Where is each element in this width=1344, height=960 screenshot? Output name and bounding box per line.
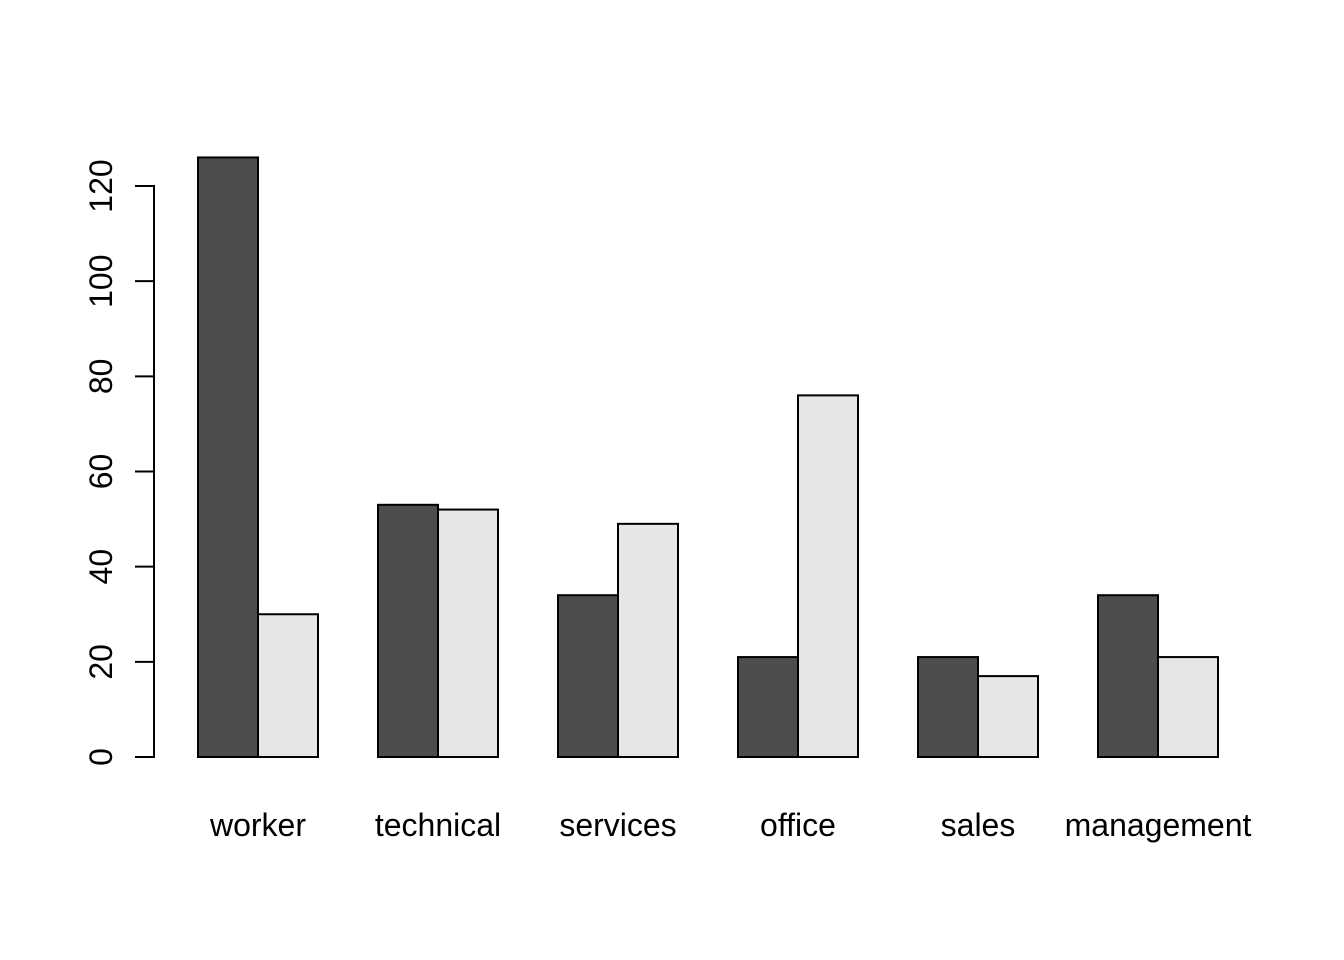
y-tick-label: 20 — [83, 644, 119, 680]
x-category-label: technical — [375, 807, 501, 843]
bar-worker-light-gray — [257, 613, 319, 758]
bar-office-dark-gray — [737, 656, 799, 758]
x-category-label: office — [760, 807, 836, 843]
x-category-label: management — [1065, 807, 1252, 843]
y-tick-label: 60 — [83, 454, 119, 490]
bar-management-dark-gray — [1097, 594, 1159, 758]
y-tick-label: 80 — [83, 359, 119, 395]
bar-worker-dark-gray — [197, 156, 259, 758]
x-category-label: sales — [941, 807, 1016, 843]
y-tick-label: 120 — [83, 159, 119, 212]
x-category-label: services — [559, 807, 676, 843]
y-tick-label: 40 — [83, 549, 119, 585]
bar-office-light-gray — [797, 394, 859, 758]
y-tick-label: 0 — [83, 748, 119, 766]
bar-services-dark-gray — [557, 594, 619, 758]
bar-technical-light-gray — [437, 508, 499, 758]
bar-management-light-gray — [1157, 656, 1219, 758]
bar-sales-dark-gray — [917, 656, 979, 758]
bar-services-light-gray — [617, 522, 679, 759]
y-tick-label: 100 — [83, 254, 119, 307]
bar-technical-dark-gray — [377, 503, 439, 758]
x-category-label: worker — [209, 807, 306, 843]
bar-sales-light-gray — [977, 675, 1039, 758]
